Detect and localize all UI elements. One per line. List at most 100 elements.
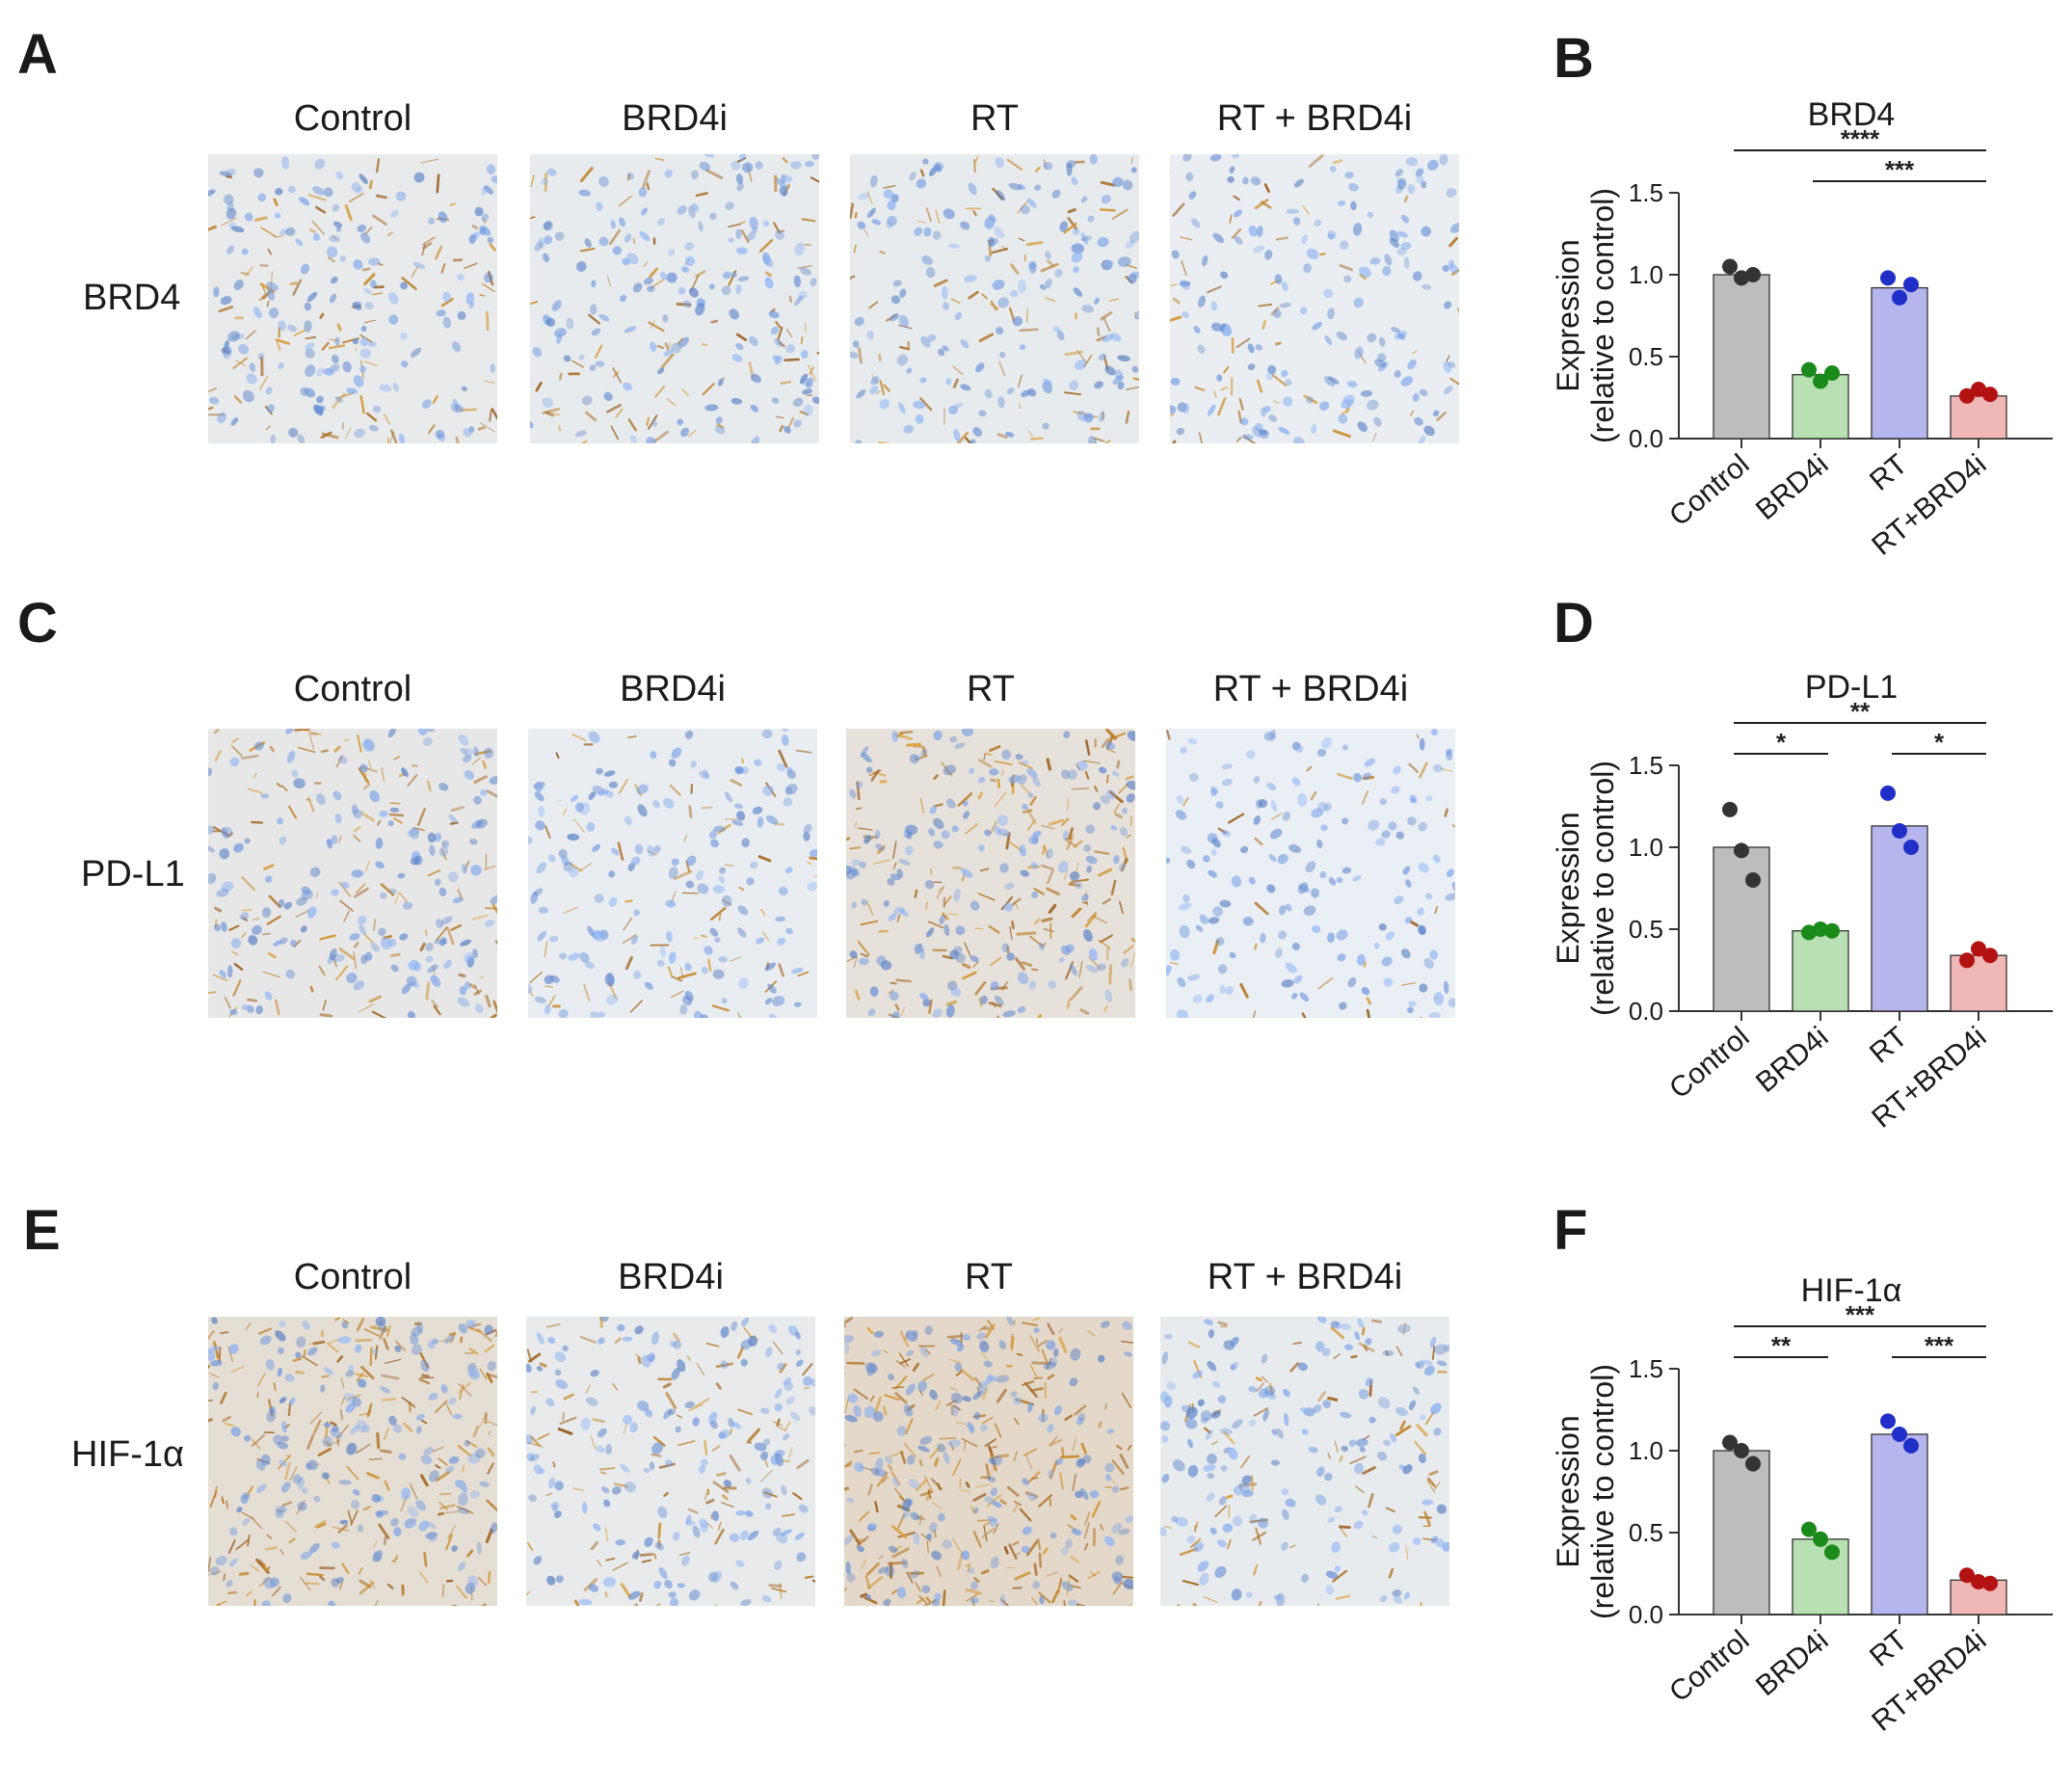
- panel-letter-c: C: [17, 592, 58, 654]
- data-point: [1745, 267, 1761, 282]
- y-tick-label: 1.5: [1629, 1354, 1663, 1383]
- data-point: [1982, 948, 1998, 964]
- y-axis-label: Expression: [1551, 1415, 1585, 1567]
- panel-letter-d: D: [1554, 592, 1594, 654]
- bar-rt: [1871, 1433, 1928, 1615]
- y-tick-label: 1.0: [1629, 833, 1663, 862]
- x-tick-label: BRD4i: [1750, 1021, 1835, 1099]
- chart-d: PD-L1 Expression (relative to control) 0.0 0…: [1513, 640, 2072, 1180]
- y-tick-label: 1.5: [1629, 751, 1663, 780]
- col-label-control: Control: [293, 669, 412, 709]
- ihc-tile: [1160, 1317, 1449, 1606]
- chart-title: PD-L1: [1805, 669, 1898, 706]
- panel-letter-a: A: [17, 23, 58, 86]
- y-tick-label: 1.0: [1629, 260, 1663, 289]
- chart-b: BRD4 Expression (relative to control) 0.0 0.…: [1513, 67, 2072, 607]
- data-point: [1801, 1521, 1817, 1537]
- bar-chart-svg: HIF-1α Expression (relative to control) 0.0…: [1551, 1272, 2053, 1738]
- data-point: [1959, 387, 1975, 404]
- col-label-brd4i: BRD4i: [622, 98, 728, 139]
- y-tick-label: 0.0: [1629, 997, 1663, 1026]
- chart-title: HIF-1α: [1801, 1272, 1902, 1309]
- bar-brd4i: [1792, 1538, 1849, 1615]
- data-point: [1880, 785, 1896, 801]
- col-label-rt-brd4i: RT + BRD4i: [1207, 1257, 1403, 1297]
- ihc-tile: [208, 729, 497, 1018]
- data-point: [1801, 361, 1817, 378]
- y-tick-label: 0.0: [1629, 1600, 1663, 1629]
- ihc-tile: [846, 729, 1135, 1018]
- significance-label: ***: [1846, 1300, 1875, 1329]
- chart-f: HIF-1α Expression (relative to control) 0.0…: [1513, 1243, 2072, 1783]
- bar-control: [1713, 846, 1770, 1012]
- row-label-pd-l1: PD-L1: [81, 854, 185, 894]
- data-point: [1971, 382, 1986, 397]
- ihc-tile: [208, 154, 497, 443]
- x-tick-label: Control: [1663, 1624, 1755, 1708]
- y-axis-label: (relative to control): [1585, 1364, 1620, 1619]
- data-point: [1813, 373, 1828, 389]
- significance-label: *: [1776, 728, 1787, 757]
- col-label-control: Control: [293, 98, 412, 139]
- col-label-control: Control: [293, 1257, 412, 1297]
- significance-label: ***: [1925, 1331, 1954, 1360]
- y-axis-label: Expression: [1551, 812, 1585, 964]
- data-point: [1880, 270, 1896, 286]
- y-tick-label: 1.5: [1629, 178, 1663, 207]
- data-point: [1734, 270, 1749, 286]
- data-point: [1722, 1434, 1738, 1451]
- data-point: [1824, 365, 1840, 381]
- data-point: [1903, 1437, 1919, 1454]
- data-point: [1734, 1443, 1749, 1458]
- x-tick-label: BRD4i: [1750, 1624, 1835, 1702]
- col-label-rt-brd4i: RT + BRD4i: [1212, 669, 1409, 709]
- significance-label: **: [1771, 1331, 1792, 1360]
- row-label-hif-1a: HIF-1α: [71, 1434, 184, 1475]
- ihc-tile: [850, 154, 1139, 443]
- col-label-brd4i: BRD4i: [620, 669, 726, 709]
- x-tick-label: Control: [1663, 1021, 1755, 1105]
- x-tick-label: BRD4i: [1750, 448, 1835, 526]
- data-point: [1971, 1574, 1986, 1589]
- y-tick-label: 0.5: [1629, 342, 1663, 371]
- ihc-tile: [208, 1317, 497, 1606]
- significance-label: **: [1850, 697, 1871, 726]
- ihc-tile: [528, 729, 817, 1018]
- x-tick-label: RT: [1864, 1021, 1913, 1070]
- data-point: [1745, 872, 1761, 888]
- data-point: [1722, 801, 1738, 817]
- data-point: [1801, 924, 1817, 941]
- y-axis-label: Expression: [1551, 239, 1585, 391]
- data-point: [1959, 952, 1975, 969]
- chart-title: BRD4: [1808, 96, 1896, 133]
- x-tick-label: RT: [1864, 448, 1913, 497]
- data-point: [1892, 823, 1907, 839]
- data-point: [1903, 277, 1919, 293]
- bar-control: [1713, 274, 1770, 440]
- y-tick-label: 1.0: [1629, 1436, 1663, 1465]
- data-point: [1959, 1567, 1975, 1584]
- panel-letter-f: F: [1554, 1199, 1588, 1262]
- y-tick-label: 0.5: [1629, 1518, 1663, 1547]
- y-axis-label: (relative to control): [1585, 188, 1620, 443]
- data-point: [1971, 941, 1986, 957]
- panel-letter-e: E: [23, 1199, 61, 1262]
- data-point: [1892, 289, 1907, 306]
- significance-label: *: [1934, 728, 1945, 757]
- col-label-rt-brd4i: RT + BRD4i: [1216, 98, 1413, 139]
- bar-brd4i: [1792, 930, 1849, 1012]
- data-point: [1892, 1427, 1907, 1442]
- x-tick-label: RT: [1864, 1624, 1913, 1673]
- data-point: [1903, 840, 1919, 855]
- ihc-tile: [1170, 154, 1459, 443]
- data-point: [1745, 1455, 1761, 1472]
- data-point: [1813, 1531, 1828, 1547]
- data-point: [1824, 922, 1840, 939]
- ihc-tile: [526, 1317, 815, 1606]
- y-tick-label: 0.0: [1629, 424, 1663, 453]
- bar-control: [1713, 1450, 1770, 1615]
- col-label-rt: RT: [967, 669, 1015, 709]
- bar-chart-svg: BRD4 Expression (relative to control) 0.0 0.…: [1551, 96, 2053, 562]
- bar-rt: [1871, 825, 1928, 1012]
- col-label-rt: RT: [965, 1257, 1013, 1297]
